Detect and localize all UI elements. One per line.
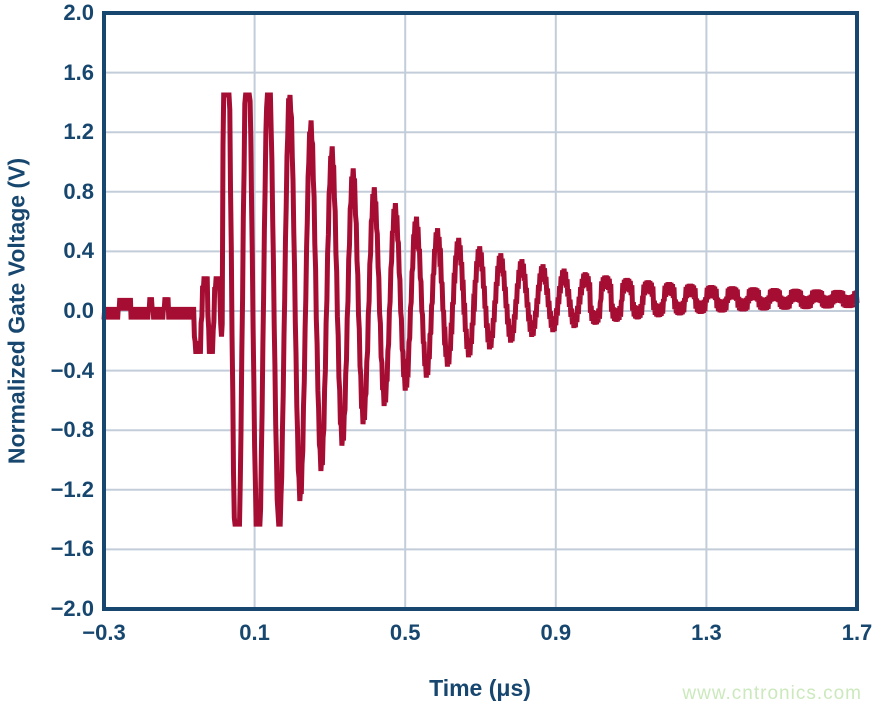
x-tick-label: 1.7 — [841, 620, 873, 645]
x-tick-label: 0.5 — [389, 620, 421, 645]
waveform-trace — [101, 92, 860, 527]
y-tick-label: 0.0 — [63, 298, 94, 323]
y-tick-label: −1.6 — [50, 536, 94, 562]
y-tick-label: −1.2 — [50, 476, 94, 502]
x-tick-label: 0.9 — [540, 620, 572, 645]
x-tick-label: −0.3 — [82, 620, 126, 645]
plot-frame — [102, 11, 859, 611]
y-tick-label: 2.0 — [63, 0, 94, 25]
y-tick-label: −2.0 — [50, 596, 94, 621]
y-tick-label: 0.4 — [63, 238, 94, 264]
y-tick-label: −0.4 — [50, 357, 94, 383]
x-tick-label: 0.1 — [239, 620, 270, 645]
x-tick-label: 1.3 — [691, 620, 722, 645]
watermark: www.cntronics.com — [682, 683, 862, 704]
y-tick-label: 0.8 — [63, 178, 94, 204]
y-tick-label: −0.8 — [50, 417, 94, 443]
y-tick-label: 1.2 — [63, 119, 94, 145]
y-axis-title: Normalized Gate Voltage (V) — [3, 157, 30, 465]
y-tick-label: 1.6 — [63, 59, 94, 85]
x-axis-title: Time (μs) — [429, 675, 531, 701]
